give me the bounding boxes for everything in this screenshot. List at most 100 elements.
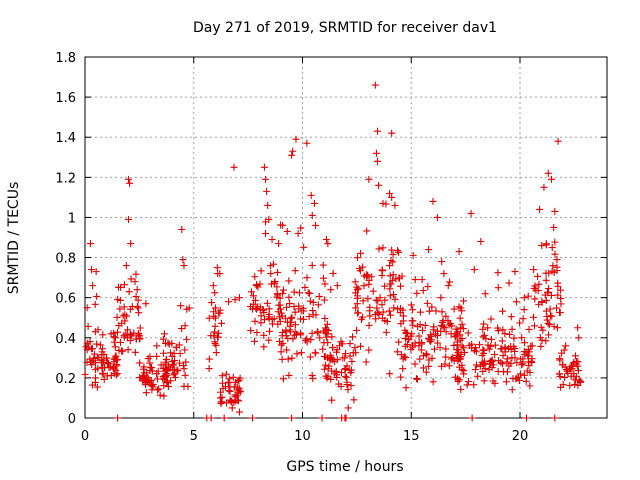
- axis-ticks: 0 0.2 0.4 0.6 0.8 1 1.2 1.4 1.6 1.8 0 5 10 15 20: [55, 51, 607, 444]
- data-point: [494, 284, 502, 292]
- data-point: [183, 305, 191, 313]
- data-point: [117, 283, 125, 291]
- data-point: [550, 322, 558, 330]
- data-point: [465, 342, 473, 350]
- data-point: [442, 312, 450, 320]
- data-point: [395, 338, 403, 346]
- data-point: [142, 381, 150, 389]
- data-point: [387, 257, 395, 265]
- data-point: [379, 244, 387, 252]
- data-point: [357, 342, 365, 350]
- data-point: [218, 319, 226, 327]
- data-point: [165, 340, 173, 348]
- data-point: [162, 366, 170, 374]
- data-point: [390, 304, 398, 312]
- data-point: [502, 378, 510, 386]
- data-point: [363, 271, 371, 279]
- data-point: [114, 356, 122, 364]
- data-point: [445, 362, 453, 370]
- data-point: [91, 350, 99, 358]
- data-point: [215, 329, 223, 337]
- data-point: [436, 344, 444, 352]
- data-point: [83, 304, 91, 312]
- data-point: [122, 330, 130, 338]
- data-point: [266, 327, 274, 335]
- data-point: [461, 348, 469, 356]
- data-point: [381, 282, 389, 290]
- data-point: [455, 303, 463, 311]
- data-point: [389, 258, 397, 266]
- data-point: [324, 330, 332, 338]
- data-point: [260, 316, 268, 324]
- data-point: [263, 187, 271, 195]
- data-point: [423, 351, 431, 359]
- data-point: [303, 335, 311, 343]
- data-point: [477, 238, 485, 246]
- data-point: [159, 349, 167, 357]
- data-point: [354, 309, 362, 317]
- data-point: [308, 261, 316, 269]
- data-point: [494, 269, 502, 277]
- data-point: [91, 366, 99, 374]
- data-point: [111, 334, 119, 342]
- data-point: [181, 371, 189, 379]
- y-tick-label: 0.6: [55, 292, 76, 307]
- data-point: [98, 345, 106, 353]
- data-point: [551, 250, 559, 258]
- data-point: [557, 294, 565, 302]
- y-tick-label: 0.2: [55, 372, 76, 387]
- data-point: [251, 296, 259, 304]
- data-point: [488, 356, 496, 364]
- data-point: [386, 262, 394, 270]
- data-point: [218, 398, 226, 406]
- data-point: [554, 137, 562, 145]
- data-point: [374, 127, 382, 135]
- data-point: [84, 322, 92, 330]
- data-point: [547, 291, 555, 299]
- data-point: [276, 294, 284, 302]
- data-point: [93, 383, 101, 391]
- data-point: [148, 386, 156, 394]
- data-point: [268, 315, 276, 323]
- data-point: [344, 386, 352, 394]
- data-point: [553, 324, 561, 332]
- data-point: [495, 357, 503, 365]
- data-point: [524, 352, 532, 360]
- data-point: [331, 369, 339, 377]
- data-point: [86, 355, 94, 363]
- data-point: [520, 371, 528, 379]
- data-point: [296, 289, 304, 297]
- y-tick-label: 0: [68, 412, 76, 427]
- data-point: [301, 283, 309, 291]
- data-point: [105, 363, 113, 371]
- data-point: [265, 336, 273, 344]
- data-point: [308, 211, 316, 219]
- data-point: [353, 300, 361, 308]
- data-point: [251, 317, 259, 325]
- data-point: [257, 267, 265, 275]
- data-point: [332, 367, 340, 375]
- data-point: [427, 332, 435, 340]
- data-point: [288, 313, 296, 321]
- data-point: [411, 339, 419, 347]
- data-point: [545, 285, 553, 293]
- data-point: [482, 335, 490, 343]
- data-point: [163, 355, 171, 363]
- data-point: [478, 351, 486, 359]
- data-point: [413, 289, 421, 297]
- data-point: [297, 329, 305, 337]
- data-point: [212, 349, 220, 357]
- data-point: [419, 326, 427, 334]
- data-point: [249, 292, 257, 300]
- data-point: [113, 313, 121, 321]
- data-point: [389, 251, 397, 259]
- data-point: [82, 343, 90, 351]
- data-point: [464, 329, 472, 337]
- data-point: [228, 404, 236, 412]
- data-point: [234, 386, 242, 394]
- data-point: [120, 281, 128, 289]
- data-point: [260, 331, 268, 339]
- data-point: [506, 330, 514, 338]
- data-point: [347, 382, 355, 390]
- data-point: [458, 335, 466, 343]
